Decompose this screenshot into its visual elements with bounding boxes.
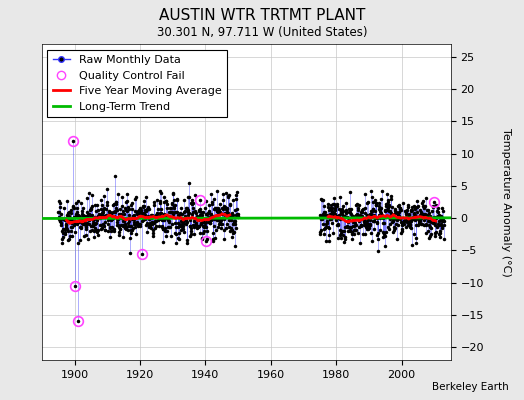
Text: Berkeley Earth: Berkeley Earth: [432, 382, 508, 392]
Text: AUSTIN WTR TRTMT PLANT: AUSTIN WTR TRTMT PLANT: [159, 8, 365, 23]
Legend: Raw Monthly Data, Quality Control Fail, Five Year Moving Average, Long-Term Tren: Raw Monthly Data, Quality Control Fail, …: [48, 50, 227, 117]
Text: 30.301 N, 97.711 W (United States): 30.301 N, 97.711 W (United States): [157, 26, 367, 39]
Y-axis label: Temperature Anomaly (°C): Temperature Anomaly (°C): [500, 128, 510, 276]
